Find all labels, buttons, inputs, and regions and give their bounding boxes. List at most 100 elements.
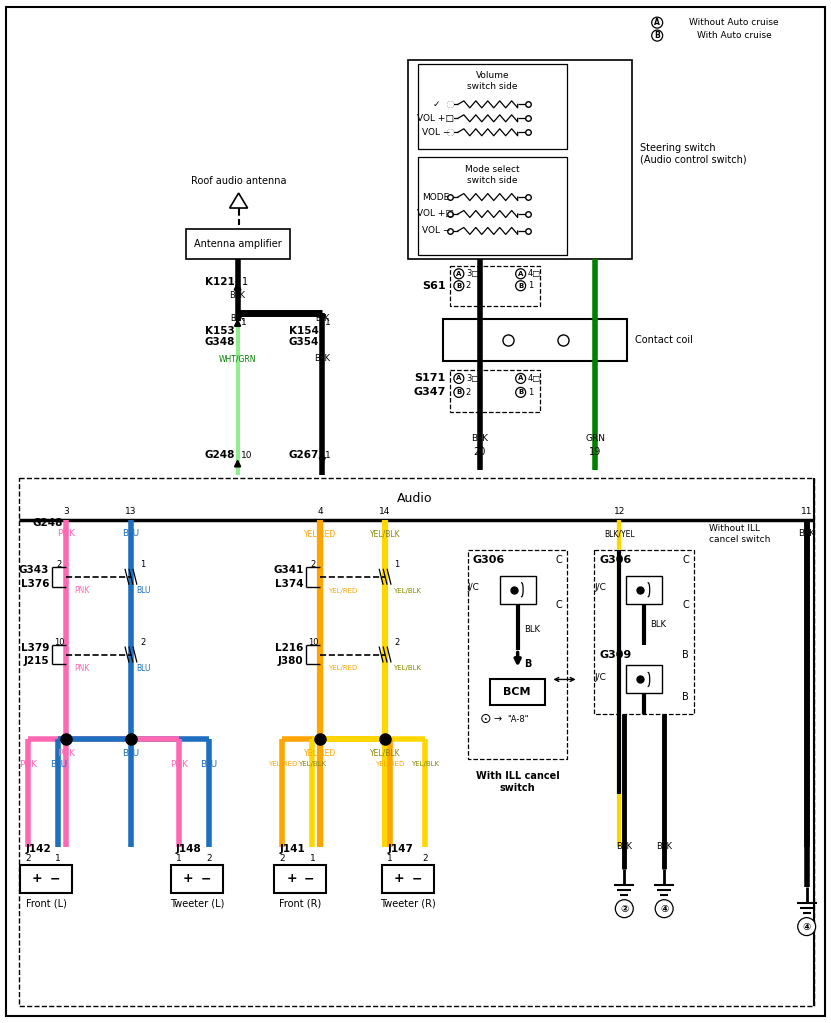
- Text: G348: G348: [204, 337, 234, 347]
- Text: PNK: PNK: [170, 760, 188, 768]
- Text: J142: J142: [25, 844, 51, 854]
- Text: −: −: [200, 873, 211, 885]
- Text: PNK: PNK: [57, 530, 75, 538]
- Text: B: B: [456, 390, 461, 396]
- Text: PNK: PNK: [19, 760, 37, 768]
- Text: A: A: [518, 375, 524, 382]
- Text: VOL +□: VOL +□: [417, 210, 455, 219]
- Text: 2: 2: [206, 854, 212, 863]
- Text: BLU: BLU: [122, 530, 140, 538]
- Text: YEL/BLK: YEL/BLK: [393, 588, 421, 593]
- Bar: [443, 318, 627, 360]
- Text: BLK: BLK: [314, 354, 330, 363]
- Text: G309: G309: [599, 650, 632, 660]
- Text: 19: 19: [589, 447, 602, 457]
- Text: 10: 10: [308, 638, 318, 648]
- Text: G341: G341: [273, 565, 303, 575]
- Circle shape: [516, 269, 526, 279]
- Text: YEL/BLK: YEL/BLK: [411, 761, 439, 767]
- Text: PNK: PNK: [57, 749, 75, 758]
- Text: BLU: BLU: [50, 760, 66, 768]
- Circle shape: [652, 30, 662, 41]
- Text: switch side: switch side: [468, 82, 518, 91]
- Text: B: B: [682, 693, 689, 703]
- Text: 1: 1: [242, 277, 248, 286]
- Text: L216: L216: [275, 642, 303, 653]
- Text: G248: G248: [32, 518, 63, 528]
- Text: 4□: 4□: [528, 374, 541, 383]
- Text: +: +: [394, 873, 405, 885]
- Text: J/C: J/C: [594, 673, 607, 682]
- Bar: [450, 266, 539, 306]
- Text: K154: K154: [289, 325, 319, 336]
- Text: 10: 10: [241, 451, 252, 459]
- Text: ②: ②: [620, 903, 628, 914]
- Text: PNK: PNK: [74, 586, 90, 595]
- Text: 2: 2: [395, 638, 400, 648]
- Text: Tweeter (L): Tweeter (L): [170, 898, 224, 908]
- Text: J215: J215: [23, 657, 49, 667]
- Text: 2: 2: [26, 854, 31, 863]
- Text: ④: ④: [660, 903, 668, 914]
- Text: K121: K121: [205, 277, 234, 286]
- Text: 2: 2: [140, 638, 145, 648]
- Bar: [171, 864, 223, 893]
- Text: 12: 12: [613, 506, 625, 516]
- Text: B: B: [654, 31, 660, 40]
- Text: Audio: Audio: [397, 491, 433, 504]
- Text: YEL/RED: YEL/RED: [268, 761, 297, 767]
- Text: YEL/RED: YEL/RED: [304, 530, 337, 538]
- Bar: [468, 550, 568, 759]
- Text: YEL/BLK: YEL/BLK: [393, 666, 421, 671]
- Text: Front (R): Front (R): [279, 898, 322, 908]
- Circle shape: [454, 280, 464, 291]
- Circle shape: [655, 899, 673, 918]
- Text: 1: 1: [140, 561, 145, 570]
- Text: 2: 2: [57, 561, 61, 570]
- Text: J148: J148: [176, 844, 202, 854]
- Text: Steering switch
(Audio control switch): Steering switch (Audio control switch): [640, 143, 747, 165]
- Text: YEL/BLK: YEL/BLK: [370, 749, 401, 758]
- Text: G267: G267: [289, 450, 319, 460]
- Text: 1: 1: [325, 318, 331, 327]
- Text: BLK: BLK: [229, 292, 246, 300]
- Text: C: C: [556, 599, 563, 610]
- Text: Tweeter (R): Tweeter (R): [380, 898, 436, 908]
- Text: A: A: [654, 18, 660, 28]
- Text: Roof audio antenna: Roof audio antenna: [191, 176, 287, 186]
- Text: 2: 2: [422, 854, 428, 863]
- Circle shape: [454, 388, 464, 397]
- Text: B: B: [524, 660, 531, 669]
- Bar: [489, 679, 544, 705]
- Text: B: B: [682, 650, 689, 660]
- Text: VOL +□: VOL +□: [417, 114, 455, 123]
- Text: YEL/RED: YEL/RED: [328, 588, 357, 593]
- Text: YEL/BLK: YEL/BLK: [298, 761, 327, 767]
- Text: ⊙: ⊙: [480, 712, 492, 726]
- Text: Without ILL
cancel switch: Without ILL cancel switch: [709, 524, 770, 543]
- Text: YEL/RED: YEL/RED: [328, 666, 357, 671]
- Text: 14: 14: [380, 506, 391, 516]
- Text: G343: G343: [19, 565, 49, 575]
- Text: GRN: GRN: [585, 434, 606, 443]
- Text: J141: J141: [279, 844, 305, 854]
- Bar: [382, 864, 434, 893]
- Text: L374: L374: [275, 579, 303, 589]
- Text: 10: 10: [54, 638, 65, 648]
- Text: 2: 2: [466, 281, 471, 291]
- Circle shape: [798, 918, 816, 936]
- Circle shape: [516, 373, 526, 384]
- Text: switch side: switch side: [468, 176, 518, 184]
- Text: 4: 4: [317, 506, 323, 516]
- Text: L379: L379: [21, 642, 49, 653]
- Text: VOL −: VOL −: [422, 128, 450, 137]
- Text: Without Auto cruise: Without Auto cruise: [689, 18, 779, 28]
- Circle shape: [454, 269, 464, 279]
- Text: S171: S171: [415, 373, 446, 384]
- Text: BLU: BLU: [122, 749, 140, 758]
- Text: BLK: BLK: [524, 625, 539, 634]
- Text: J147: J147: [387, 844, 413, 854]
- Text: K153: K153: [205, 325, 234, 336]
- Text: 13: 13: [125, 506, 137, 516]
- Text: 2: 2: [311, 561, 316, 570]
